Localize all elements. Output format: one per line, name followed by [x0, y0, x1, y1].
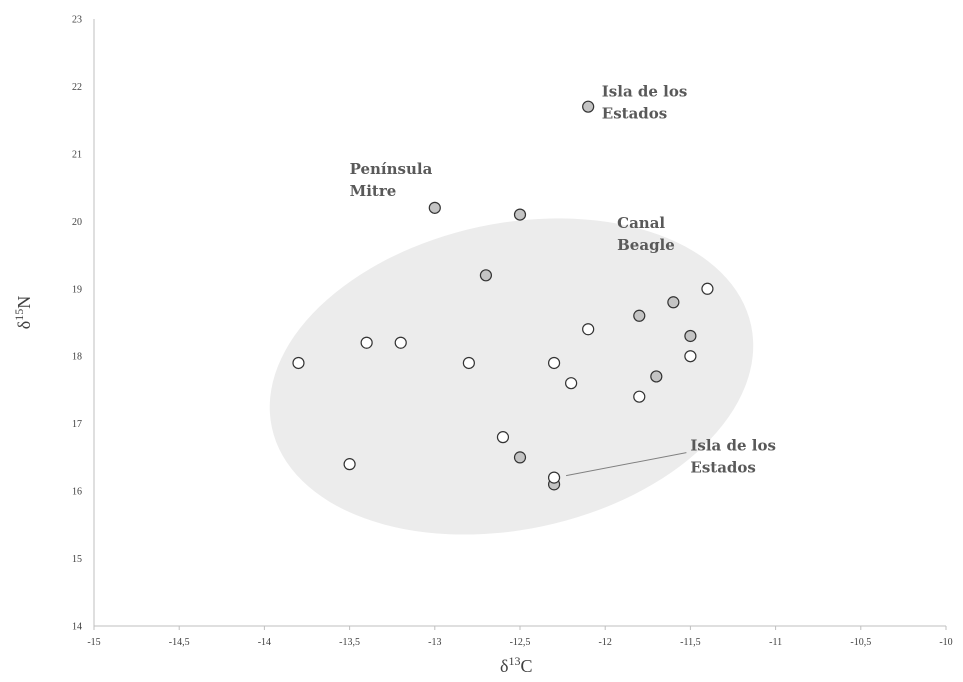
y-tick-label: 15: [72, 554, 82, 565]
region-ellipse: [269, 218, 754, 535]
annotation-label: Península: [350, 160, 433, 178]
annotation-label: Mitre: [350, 182, 397, 200]
data-point-open: [684, 350, 697, 363]
x-tick-label: -11: [769, 637, 782, 648]
y-tick-label: 18: [72, 352, 82, 363]
data-point-filled: [650, 370, 663, 383]
x-tick-label: -10: [939, 637, 952, 648]
annotation-label: Beagle: [617, 236, 675, 254]
data-point-open: [360, 336, 373, 349]
x-tick-label: -15: [87, 637, 100, 648]
data-point-open: [565, 377, 578, 390]
data-point-filled: [479, 269, 493, 282]
data-point-open: [547, 471, 561, 484]
y-axis-title: δ15N: [12, 296, 34, 329]
x-tick-label: -13,5: [339, 637, 360, 648]
data-point-filled: [513, 451, 527, 464]
x-tick-label: -12,5: [510, 637, 531, 648]
x-tick-label: -11,5: [680, 637, 700, 648]
y-tick-label: 19: [72, 284, 82, 295]
data-point-filled: [428, 201, 441, 214]
annotation-pointer-line: [565, 452, 687, 477]
x-axis-title: δ13C: [500, 654, 533, 676]
data-point-open: [343, 458, 356, 471]
annotation-label: Estados: [602, 105, 667, 123]
y-tick-label: 21: [72, 149, 82, 160]
y-tick-label: 17: [72, 419, 82, 430]
data-point-filled: [684, 329, 697, 343]
y-tick-label: 16: [72, 487, 82, 498]
x-tick-label: -13: [428, 637, 441, 648]
data-point-open: [633, 390, 646, 403]
data-point-filled: [513, 208, 527, 221]
data-point-open: [496, 431, 510, 444]
annotation-label: Canal: [617, 214, 665, 232]
data-point-filled: [582, 100, 595, 113]
data-point-filled: [667, 296, 680, 309]
data-point-open: [394, 336, 407, 349]
data-point-open: [701, 282, 714, 295]
y-tick-label: 22: [72, 82, 82, 93]
data-point-open: [547, 356, 561, 370]
data-point-open: [462, 356, 475, 370]
annotation-label: Estados: [690, 459, 755, 477]
data-point-open: [292, 356, 305, 370]
annotation-label: Isla de los: [690, 437, 776, 455]
x-tick-label: -10,5: [850, 637, 871, 648]
y-tick-label: 20: [72, 217, 82, 228]
x-tick-label: -14: [258, 637, 271, 648]
data-point-filled: [633, 309, 646, 322]
x-tick-label: -14,5: [169, 637, 190, 648]
y-tick-label: 14: [72, 622, 82, 633]
y-tick-label: 23: [72, 15, 82, 26]
x-tick-label: -12: [599, 637, 612, 648]
data-point-open: [582, 323, 595, 336]
annotation-label: Isla de los: [602, 83, 688, 101]
